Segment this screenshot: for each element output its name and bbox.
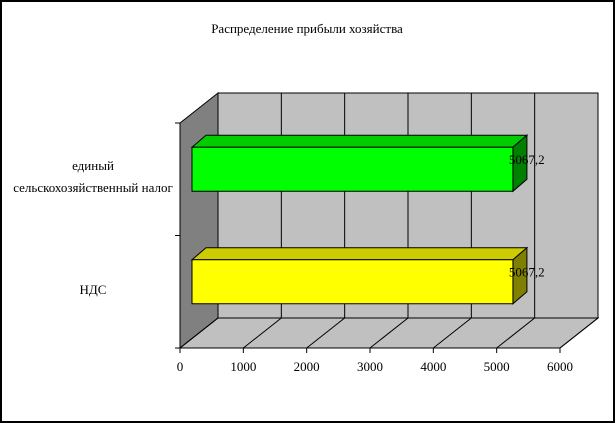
floor-grid-line xyxy=(496,317,535,349)
x-tick-label: 5000 xyxy=(484,359,510,374)
value-label: 5067,2 xyxy=(509,152,545,167)
bar-top xyxy=(190,134,529,148)
bar-front xyxy=(191,146,514,192)
floor-grid-line xyxy=(559,317,599,349)
floor-grid-line xyxy=(179,317,219,349)
y-tick-label: НДС xyxy=(79,281,107,297)
value-label: 5067,2 xyxy=(509,265,545,280)
bar-front xyxy=(191,259,514,305)
floor-grid-line xyxy=(243,317,282,349)
bar xyxy=(190,134,529,193)
bar-top xyxy=(190,247,529,261)
chart-title: Распределение прибыли хозяйства xyxy=(211,21,403,36)
x-tick-label: 0 xyxy=(177,359,184,374)
x-tick-label: 6000 xyxy=(547,359,573,374)
floor-grid-line xyxy=(433,317,472,349)
x-tick-label: 3000 xyxy=(357,359,383,374)
floor-grid-line xyxy=(369,317,409,349)
bar xyxy=(190,246,529,305)
left-wall xyxy=(179,91,219,350)
floor-grid-line xyxy=(306,317,345,349)
x-tick-label: 2000 xyxy=(294,359,320,374)
x-tick-label: 4000 xyxy=(420,359,446,374)
x-tick-label: 1000 xyxy=(230,359,256,374)
y-tick-label: единый сельскохозяйственный налог xyxy=(13,158,173,196)
